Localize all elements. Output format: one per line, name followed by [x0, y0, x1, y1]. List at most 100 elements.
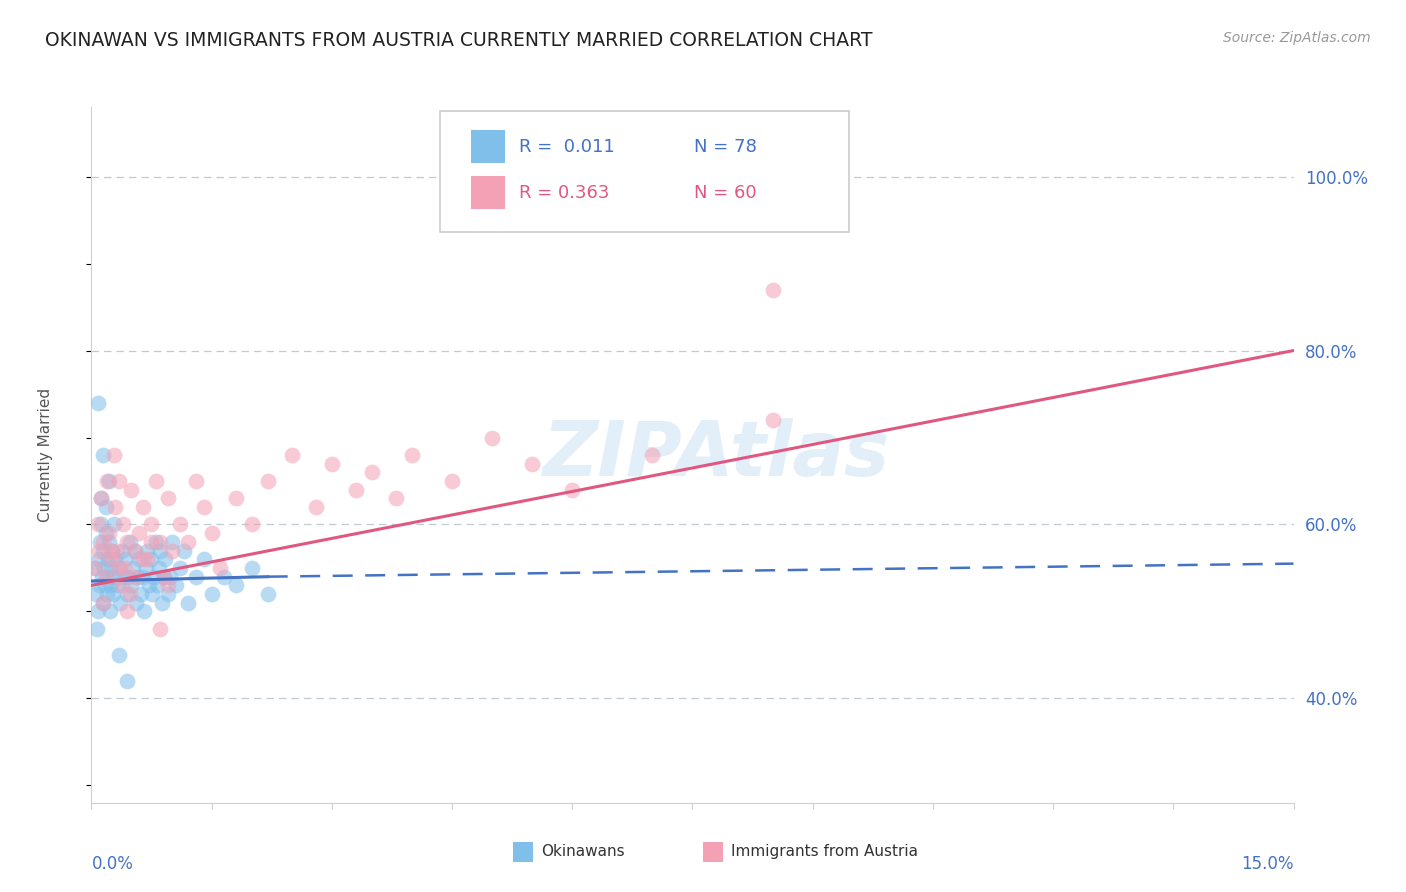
Point — [96, 474, 118, 488]
Text: ZIPAtlas: ZIPAtlas — [543, 418, 890, 491]
Point — [208, 561, 231, 575]
Point — [169, 561, 191, 575]
Point — [124, 570, 146, 584]
Point — [104, 552, 127, 566]
Point — [149, 543, 172, 558]
FancyBboxPatch shape — [440, 111, 849, 232]
Point — [118, 587, 141, 601]
Point — [84, 561, 107, 575]
Point — [136, 552, 159, 566]
Text: Immigrants from Austria: Immigrants from Austria — [731, 845, 918, 859]
Point — [148, 561, 170, 575]
Point — [100, 561, 122, 575]
Point — [193, 552, 215, 566]
Point — [97, 552, 120, 566]
Point — [118, 534, 141, 549]
Point — [84, 587, 107, 601]
Point — [134, 605, 156, 619]
Point — [153, 552, 176, 566]
Point — [156, 578, 179, 592]
Point — [152, 570, 174, 584]
Point — [98, 474, 121, 488]
Point — [160, 534, 183, 549]
Point — [561, 483, 583, 497]
Point — [112, 517, 135, 532]
Point — [90, 517, 112, 532]
Point — [94, 526, 117, 541]
Point — [101, 543, 124, 558]
Point — [193, 500, 215, 514]
Point — [173, 543, 195, 558]
Point — [136, 543, 159, 558]
Point — [87, 395, 110, 409]
Point — [201, 526, 224, 541]
Point — [91, 596, 114, 610]
Point — [89, 552, 111, 566]
Point — [401, 448, 423, 462]
Point — [104, 500, 127, 514]
Point — [86, 622, 108, 636]
Point — [111, 578, 134, 592]
Point — [142, 570, 165, 584]
Point — [84, 561, 107, 575]
Point — [105, 578, 128, 592]
Point — [100, 552, 122, 566]
Point — [321, 457, 343, 471]
Text: Source: ZipAtlas.com: Source: ZipAtlas.com — [1223, 31, 1371, 45]
Point — [124, 543, 146, 558]
Text: N = 60: N = 60 — [693, 184, 756, 202]
Point — [89, 543, 111, 558]
Point — [103, 448, 125, 462]
Point — [201, 587, 224, 601]
Point — [762, 283, 785, 297]
Point — [125, 596, 148, 610]
FancyBboxPatch shape — [471, 176, 505, 210]
Text: Okinawans: Okinawans — [541, 845, 624, 859]
Point — [87, 517, 110, 532]
Point — [112, 570, 135, 584]
Point — [128, 526, 150, 541]
Point — [131, 570, 153, 584]
Point — [108, 648, 131, 662]
Point — [93, 534, 115, 549]
Point — [96, 587, 118, 601]
Point — [176, 534, 198, 549]
Point — [122, 561, 145, 575]
Point — [114, 552, 136, 566]
Point — [240, 561, 263, 575]
Point — [110, 596, 132, 610]
Point — [344, 483, 367, 497]
Point — [114, 561, 136, 575]
Point — [101, 587, 124, 601]
Text: 15.0%: 15.0% — [1241, 855, 1294, 873]
Point — [148, 622, 170, 636]
Point — [169, 517, 191, 532]
Point — [184, 474, 207, 488]
Point — [124, 543, 146, 558]
Point — [152, 570, 174, 584]
Text: Currently Married: Currently Married — [38, 388, 53, 522]
Point — [100, 543, 122, 558]
Point — [520, 457, 543, 471]
Point — [100, 578, 122, 592]
Point — [141, 534, 163, 549]
Point — [93, 561, 115, 575]
Text: 0.0%: 0.0% — [91, 855, 134, 873]
Point — [115, 587, 138, 601]
Point — [127, 570, 149, 584]
Point — [225, 578, 247, 592]
Point — [762, 413, 785, 427]
Point — [117, 570, 139, 584]
Point — [225, 491, 247, 506]
Point — [111, 543, 134, 558]
Point — [281, 448, 304, 462]
Point — [90, 570, 112, 584]
Point — [256, 587, 278, 601]
Point — [98, 534, 121, 549]
Point — [160, 543, 183, 558]
Point — [150, 596, 173, 610]
Point — [93, 596, 115, 610]
Point — [117, 605, 139, 619]
Point — [360, 466, 382, 480]
Point — [90, 491, 112, 506]
